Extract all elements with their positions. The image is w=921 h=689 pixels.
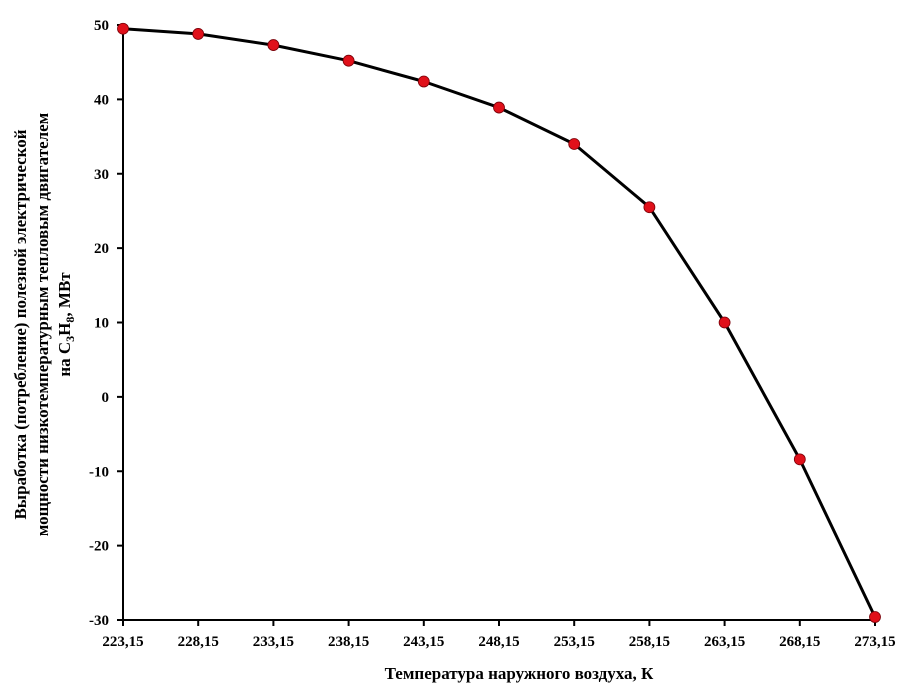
x-axis-ticks: 223,15 228,15 233,15 238,15 243,15 248,15 253,… — [102, 620, 896, 650]
y-tick-label: 40 — [94, 92, 109, 108]
x-tick-label: 258,15 — [629, 634, 670, 650]
y-tick-label: -10 — [89, 464, 109, 480]
chart-axes — [122, 25, 875, 621]
y-axis-title-line-3: на C3H8, МВт — [55, 272, 77, 377]
x-tick-label: 223,15 — [102, 634, 143, 650]
data-point — [192, 28, 205, 40]
x-tick-label: 248,15 — [478, 634, 519, 650]
x-tick-label: 233,15 — [253, 634, 294, 650]
data-point — [267, 39, 280, 51]
x-axis-title: Температура наружного воздуха, К — [385, 664, 654, 683]
x-tick-label: 268,15 — [779, 634, 820, 650]
data-point — [568, 138, 581, 150]
data-point — [493, 101, 505, 114]
data-point — [342, 54, 355, 67]
y-tick-label: 10 — [94, 316, 109, 332]
y-title-subscript-3: 3 — [63, 336, 77, 342]
series-line — [122, 27, 877, 618]
y-axis-title-line-2: мощности низкотемпературным тепловым дви… — [33, 112, 52, 536]
y-title-h: H — [55, 323, 74, 336]
y-axis-title-line-1: Выработка (потребление) полезной электри… — [11, 129, 30, 519]
data-point — [117, 22, 129, 35]
y-tick-label: -30 — [89, 613, 109, 629]
y-tick-label: 50 — [94, 18, 109, 34]
data-point — [869, 611, 881, 623]
y-axis-title: Выработка (потребление) полезной электри… — [11, 112, 77, 536]
data-point — [417, 75, 430, 88]
x-tick-label: 273,15 — [854, 634, 895, 650]
data-point — [643, 201, 656, 214]
y-tick-label: -20 — [89, 539, 109, 555]
x-tick-label: 238,15 — [328, 634, 369, 650]
y-tick-label: 0 — [102, 390, 110, 406]
data-point — [718, 316, 731, 329]
x-tick-label: 263,15 — [704, 634, 745, 650]
y-tick-label: 20 — [94, 241, 109, 257]
x-tick-label: 228,15 — [178, 634, 219, 650]
y-tick-label: 30 — [94, 167, 109, 183]
x-tick-label: 253,15 — [554, 634, 595, 650]
data-points — [117, 22, 881, 623]
y-title-subscript-8: 8 — [63, 317, 77, 323]
y-title-prefix: на C — [55, 342, 74, 377]
y-title-suffix: , МВт — [55, 272, 74, 317]
y-axis-ticks: 50 40 30 20 10 0 -10 -20 -30 — [89, 18, 123, 629]
data-point — [793, 453, 806, 466]
x-tick-label: 243,15 — [403, 634, 444, 650]
